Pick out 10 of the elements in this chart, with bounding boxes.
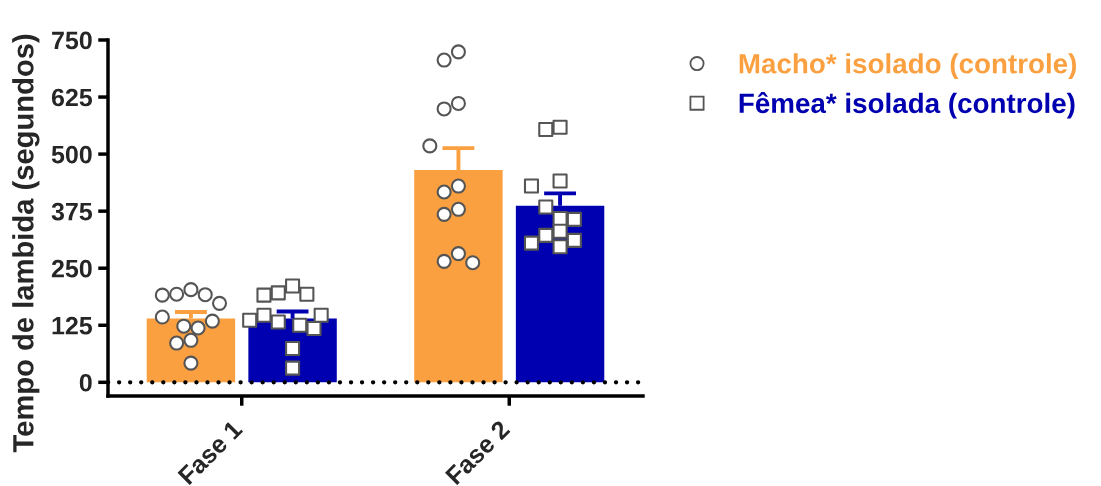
y-tick-label: 0 (79, 373, 92, 392)
y-axis-title: Tempo de lambida (segundos) (12, 34, 40, 453)
text: Macho* isolado (controle) (739, 53, 1076, 80)
y-tick-label: 500 (51, 145, 92, 164)
y-tick-label: 250 (51, 259, 92, 278)
y-tick-label: 125 (52, 316, 93, 335)
text: Fêmea* isolada (controle) (739, 92, 1075, 119)
y-tick-label: 625 (51, 88, 93, 107)
y-tick-label: 750 (52, 31, 92, 50)
y-tick-label: 375 (51, 202, 93, 221)
